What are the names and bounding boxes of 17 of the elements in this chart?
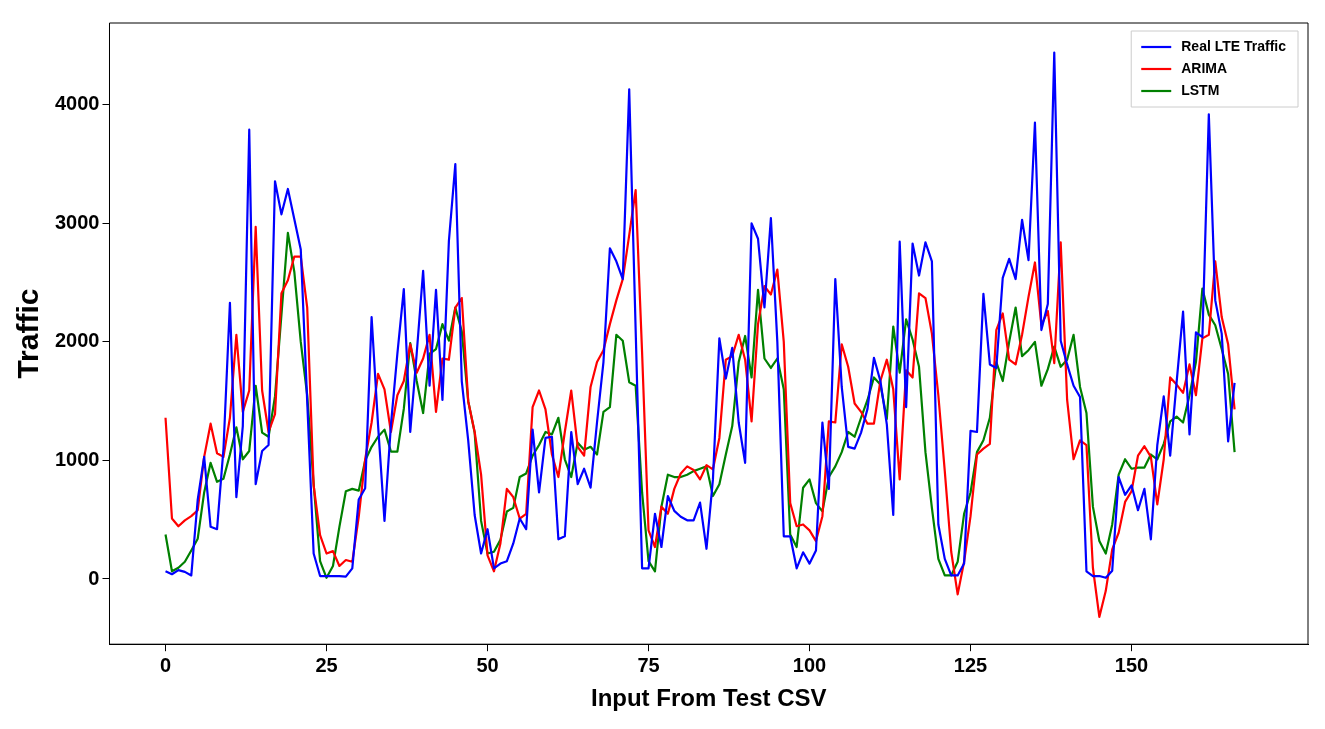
x-axis-title: Input From Test CSV [590, 684, 827, 712]
y-tick-label: 0 [88, 566, 100, 589]
legend-label: Real LTE Traffic [1181, 37, 1287, 54]
y-tick-label: 1000 [54, 447, 100, 470]
y-axis-title: Traffic [11, 288, 45, 379]
y-tick-label: 2000 [54, 329, 100, 352]
legend-label: LSTM [1181, 81, 1220, 98]
x-tick-label: 75 [637, 653, 660, 676]
x-tick-label: 25 [315, 653, 338, 676]
y-tick-label: 4000 [54, 92, 100, 115]
legend-label: ARIMA [1181, 59, 1228, 76]
x-tick-label: 0 [159, 653, 172, 676]
x-tick-label: 50 [476, 653, 499, 676]
y-tick-label: 3000 [54, 210, 100, 233]
x-tick-label: 100 [792, 653, 827, 676]
x-tick-label: 150 [1114, 653, 1149, 676]
x-tick-label: 125 [953, 653, 988, 676]
